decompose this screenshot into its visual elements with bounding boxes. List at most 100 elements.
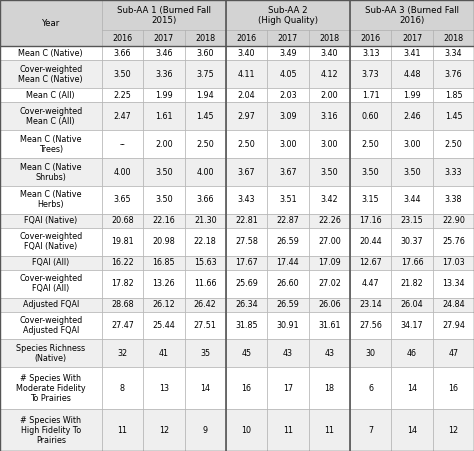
Text: 12: 12 — [448, 426, 458, 435]
Text: 31.85: 31.85 — [235, 321, 258, 330]
Bar — [267, 367, 309, 409]
Text: 3.15: 3.15 — [362, 195, 380, 204]
Bar — [0, 0, 102, 46]
Text: 46: 46 — [407, 349, 417, 358]
Text: 24.84: 24.84 — [442, 300, 465, 309]
Bar — [102, 367, 143, 409]
Text: 3.60: 3.60 — [196, 49, 214, 58]
Text: 22.81: 22.81 — [235, 216, 258, 226]
Text: 3.67: 3.67 — [238, 167, 255, 176]
Text: 19.81: 19.81 — [111, 237, 134, 246]
Bar — [143, 367, 184, 409]
Bar — [392, 130, 433, 158]
Text: Mean C (Native
Shrubs): Mean C (Native Shrubs) — [20, 162, 82, 182]
Text: 1.94: 1.94 — [196, 91, 214, 100]
Bar — [267, 158, 309, 186]
Text: 9: 9 — [202, 426, 208, 435]
Text: 23.14: 23.14 — [359, 300, 382, 309]
Text: # Species With
High Fidelity To
Prairies: # Species With High Fidelity To Prairies — [20, 415, 81, 445]
Text: 3.73: 3.73 — [362, 70, 380, 79]
Text: 17: 17 — [283, 384, 293, 393]
Text: 30.37: 30.37 — [401, 237, 423, 246]
Bar — [226, 256, 267, 270]
Text: 4.12: 4.12 — [320, 70, 338, 79]
Bar — [226, 158, 267, 186]
Bar — [350, 256, 392, 270]
Bar — [267, 228, 309, 256]
Bar — [102, 312, 143, 340]
Text: 12: 12 — [159, 426, 169, 435]
Bar — [0, 228, 102, 256]
Text: 43: 43 — [324, 349, 334, 358]
Bar — [143, 186, 184, 214]
Text: 20.68: 20.68 — [111, 216, 134, 226]
Text: 2018: 2018 — [443, 34, 464, 43]
Text: 41: 41 — [159, 349, 169, 358]
Text: 30.91: 30.91 — [277, 321, 299, 330]
Bar — [143, 298, 184, 312]
Bar — [0, 409, 102, 451]
Bar — [392, 88, 433, 102]
Text: Cover-weighted
FQAI (Native): Cover-weighted FQAI (Native) — [19, 232, 82, 251]
Bar — [0, 130, 102, 158]
Text: 16: 16 — [242, 384, 252, 393]
Text: 10: 10 — [242, 426, 252, 435]
Text: 3.51: 3.51 — [279, 195, 297, 204]
Text: Mean C (Native
Herbs): Mean C (Native Herbs) — [20, 190, 82, 209]
Text: 1.99: 1.99 — [403, 91, 421, 100]
Bar — [350, 409, 392, 451]
Text: 1.85: 1.85 — [445, 91, 462, 100]
Bar — [433, 158, 474, 186]
Bar — [392, 312, 433, 340]
Text: 43: 43 — [283, 349, 293, 358]
Bar — [0, 270, 102, 298]
Text: 27.94: 27.94 — [442, 321, 465, 330]
Bar — [102, 340, 143, 367]
Bar — [433, 409, 474, 451]
Bar — [309, 30, 350, 46]
Bar — [267, 88, 309, 102]
Text: 21.30: 21.30 — [194, 216, 217, 226]
Text: 3.00: 3.00 — [320, 140, 338, 149]
Text: 3.16: 3.16 — [320, 112, 338, 121]
Text: 2018: 2018 — [319, 34, 339, 43]
Bar — [184, 228, 226, 256]
Bar — [433, 186, 474, 214]
Bar — [433, 298, 474, 312]
Text: 26.34: 26.34 — [235, 300, 258, 309]
Bar — [309, 102, 350, 130]
Text: 17.66: 17.66 — [401, 258, 423, 267]
Text: 12.67: 12.67 — [359, 258, 382, 267]
Text: 4.48: 4.48 — [403, 70, 421, 79]
Bar — [226, 130, 267, 158]
Text: 2018: 2018 — [195, 34, 215, 43]
Bar — [392, 270, 433, 298]
Text: Year: Year — [42, 19, 60, 28]
Bar — [267, 256, 309, 270]
Text: 3.50: 3.50 — [114, 70, 131, 79]
Text: Cover-weighted
Mean C (Native): Cover-weighted Mean C (Native) — [18, 65, 83, 84]
Text: 2.03: 2.03 — [279, 91, 297, 100]
Text: 6: 6 — [368, 384, 373, 393]
Text: 17.09: 17.09 — [318, 258, 341, 267]
Text: 23.15: 23.15 — [401, 216, 423, 226]
Bar — [226, 46, 267, 60]
Text: 26.04: 26.04 — [401, 300, 423, 309]
Bar — [184, 214, 226, 228]
Bar — [226, 30, 267, 46]
Text: 2.46: 2.46 — [403, 112, 421, 121]
Text: 3.13: 3.13 — [362, 49, 380, 58]
Bar — [226, 88, 267, 102]
Bar — [143, 30, 184, 46]
Bar — [184, 46, 226, 60]
Bar — [102, 214, 143, 228]
Bar — [143, 46, 184, 60]
Bar — [392, 256, 433, 270]
Bar — [184, 186, 226, 214]
Bar — [226, 340, 267, 367]
Text: 2.47: 2.47 — [114, 112, 131, 121]
Bar — [226, 102, 267, 130]
Text: 26.59: 26.59 — [276, 237, 300, 246]
Bar — [350, 46, 392, 60]
Bar — [226, 0, 350, 30]
